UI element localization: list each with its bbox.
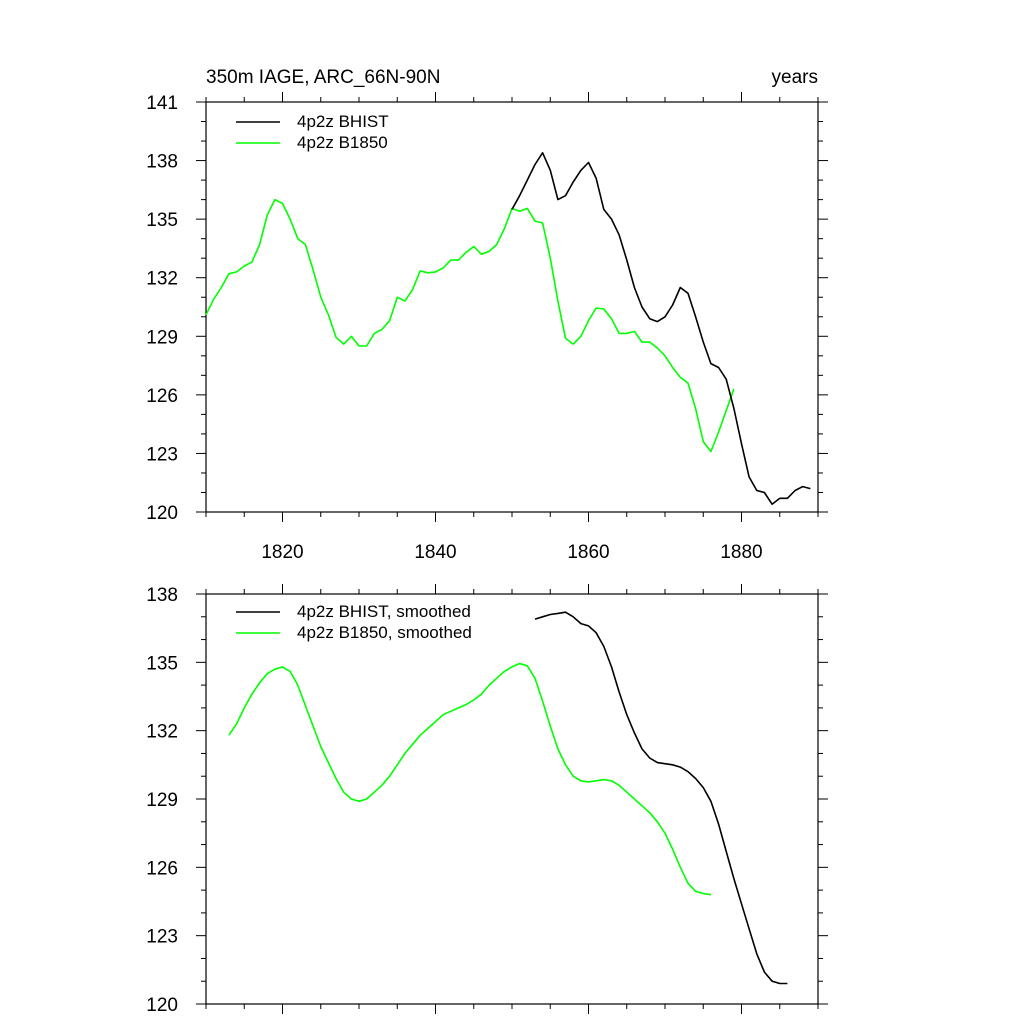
bottom-panel: 120 123 126 129 132 135 138 4p2z BHIST, smooth…: [146, 584, 828, 1016]
top-panel: 350m IAGE, ARC_66N-90N years 12012312612…: [146, 67, 828, 563]
top-ytick-label: 129: [146, 327, 178, 348]
bottom-ytick-label: 126: [146, 858, 178, 879]
top-ytick-label: 123: [146, 444, 178, 465]
bottom-ytick-label: 123: [146, 927, 178, 948]
top-ytick-label: 126: [146, 386, 178, 407]
top-ytick-label: 138: [146, 152, 178, 173]
top-chart-title: 350m IAGE, ARC_66N-90N: [206, 67, 440, 88]
top-xtick-label: 1820: [261, 542, 303, 563]
top-series-4p2z-bhist: [511, 152, 811, 506]
top-axis-ticks: [196, 92, 828, 522]
top-ytick-label: 141: [146, 93, 178, 114]
bottom-series-lines: [228, 611, 788, 985]
bottom-series-4p2z-b1850-smoothed: [228, 662, 712, 896]
bottom-ytick-label: 138: [146, 585, 178, 606]
top-series-4p2z-b1850: [205, 198, 735, 453]
bottom-ytick-label: 120: [146, 995, 178, 1016]
top-legend-label-b1850: 4p2z B1850: [297, 133, 388, 152]
bottom-ytick-label: 129: [146, 790, 178, 811]
top-legend: 4p2z BHIST 4p2z B1850: [236, 112, 389, 152]
top-ytick-label: 135: [146, 210, 178, 231]
bottom-ytick-label: 132: [146, 722, 178, 743]
top-chart-units: years: [772, 67, 818, 88]
top-legend-label-bhist: 4p2z BHIST: [297, 112, 389, 131]
bottom-legend: 4p2z BHIST, smoothed 4p2z B1850, smoothe…: [236, 602, 472, 642]
top-xtick-label: 1840: [414, 542, 456, 563]
bottom-axis-ticks: [196, 584, 828, 1014]
top-xtick-label: 1860: [567, 542, 609, 563]
top-xtick-label: 1880: [720, 542, 762, 563]
bottom-legend-label-bhist: 4p2z BHIST, smoothed: [297, 602, 471, 621]
bottom-axis-tick-labels: 120 123 126 129 132 135 138: [146, 585, 178, 1016]
top-series-lines: [205, 152, 811, 506]
top-ytick-label: 120: [146, 503, 178, 524]
top-axis-tick-labels: 120 123 126 129 132 135 138 141 1820 1840 1860 1880: [146, 93, 762, 563]
bottom-series-4p2z-bhist-smoothed: [534, 611, 788, 985]
bottom-ytick-label: 135: [146, 653, 178, 674]
top-ytick-label: 132: [146, 269, 178, 290]
bottom-legend-label-b1850: 4p2z B1850, smoothed: [297, 623, 472, 642]
